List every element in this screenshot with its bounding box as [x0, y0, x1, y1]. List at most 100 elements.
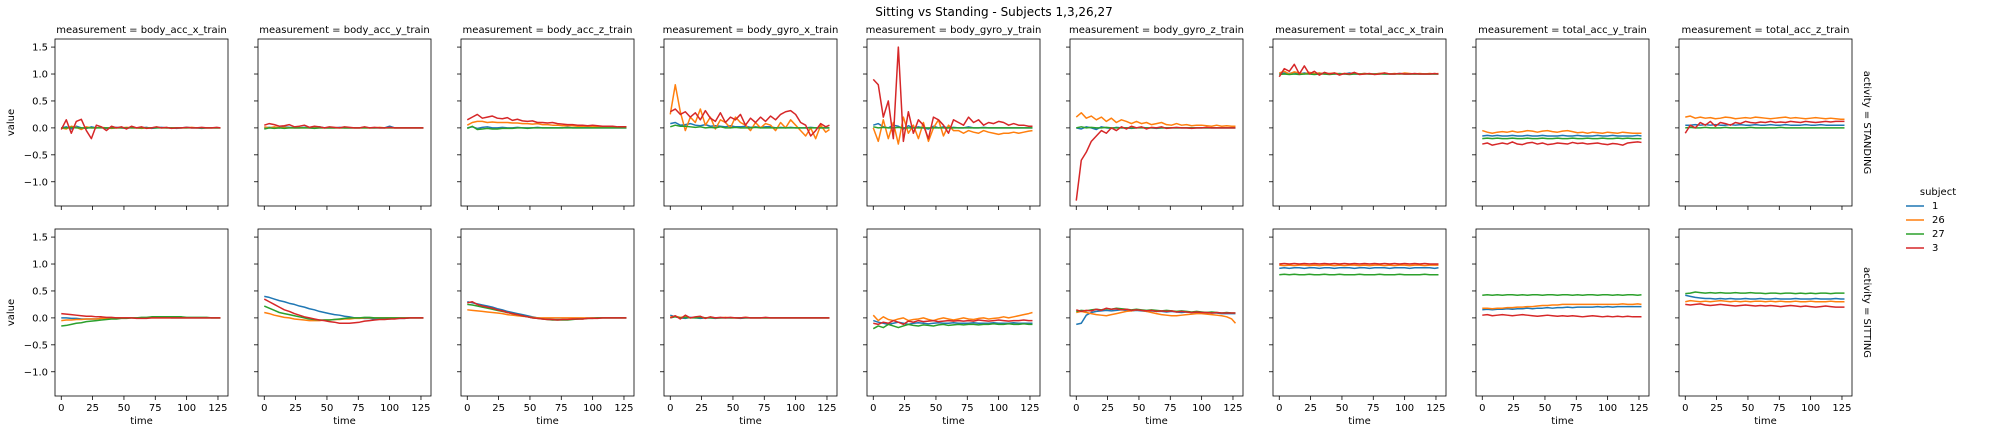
x-tick-label: 75 — [1164, 403, 1177, 414]
y-axis-label: value — [6, 109, 17, 136]
x-tick-label: 75 — [149, 403, 162, 414]
x-tick-label: 25 — [1507, 403, 1520, 414]
series-line-subject-3 — [60, 118, 221, 140]
panel-frame — [54, 228, 229, 397]
panel-frame — [1272, 38, 1447, 207]
x-tick-label: 75 — [758, 403, 771, 414]
series-line-subject-1 — [1685, 123, 1845, 126]
series-line-subject-26 — [1075, 112, 1236, 128]
facet-panel: −1.0 −0.5 0.0 0.5 1.0 1.5 value 0 25 50 75 100 125 ti… — [6, 228, 229, 427]
series-line-subject-26 — [1685, 115, 1845, 121]
series-line-subject-26 — [1685, 299, 1845, 303]
y-tick-label: 0.5 — [32, 286, 48, 297]
x-tick-label: 25 — [1101, 403, 1114, 414]
series-line-subject-1 — [1279, 267, 1439, 270]
legend-title: subject — [1920, 187, 1956, 198]
series-line-subject-3 — [467, 300, 627, 321]
series-line-subject-26 — [1482, 129, 1642, 135]
y-tick-label: 0.0 — [32, 313, 48, 324]
column-facet-label: measurement = total_acc_y_train — [1478, 25, 1647, 36]
series-line-subject-26 — [1482, 303, 1642, 310]
y-tick-label: 1.0 — [32, 260, 48, 271]
series-line-subject-27 — [873, 126, 1033, 129]
x-axis-label: time — [536, 416, 559, 427]
panel-frame — [460, 228, 635, 397]
y-tick-label: 0.0 — [32, 123, 48, 134]
x-tick-label: 100 — [177, 403, 196, 414]
x-tick-label: 125 — [1426, 403, 1445, 414]
panel-frame — [54, 38, 229, 207]
series-line-subject-3 — [669, 108, 830, 137]
row-facet-label: activity = STANDING — [1861, 71, 1872, 174]
x-axis-label: time — [333, 416, 356, 427]
column-facet-label: measurement = body_acc_z_train — [463, 25, 633, 36]
panel-frame — [1475, 38, 1650, 207]
series-line-subject-3 — [466, 113, 627, 128]
x-tick-label: 125 — [1629, 403, 1648, 414]
row-facet-label: activity = SITTING — [1861, 267, 1872, 358]
facet-panel: measurement = body_gyro_y_train — [863, 25, 1041, 210]
series-line-subject-3 — [1482, 313, 1642, 318]
x-tick-label: 75 — [1570, 403, 1583, 414]
series-line-subject-3 — [872, 46, 1033, 143]
series-line-subject-3 — [1075, 125, 1236, 201]
x-tick-label: 50 — [930, 403, 943, 414]
series-line-subject-27 — [670, 124, 830, 129]
series-line-subject-3 — [1685, 303, 1845, 308]
x-tick-label: 100 — [380, 403, 399, 414]
panel-frame — [1272, 228, 1447, 397]
facet-panel: measurement = body_acc_x_train −1.0 −0.5 0.… — [6, 25, 229, 210]
x-axis-label: time — [1551, 416, 1574, 427]
x-tick-label: 75 — [352, 403, 365, 414]
x-axis-label: time — [739, 416, 762, 427]
x-tick-label: 50 — [1133, 403, 1146, 414]
column-facet-label: measurement = total_acc_x_train — [1275, 25, 1444, 36]
facet-panel: activity = SITTING 0 25 50 75 100 125 time — [1675, 228, 1872, 427]
facet-panel: 0 25 50 75 100 125 time — [1269, 228, 1447, 427]
y-tick-label: 1.5 — [32, 233, 48, 244]
x-tick-label: 25 — [86, 403, 99, 414]
x-tick-label: 50 — [321, 403, 334, 414]
panel-frame — [1069, 38, 1244, 207]
x-tick-label: 100 — [786, 403, 805, 414]
x-tick-label: 50 — [118, 403, 131, 414]
x-tick-label: 50 — [1742, 403, 1755, 414]
x-tick-label: 125 — [1832, 403, 1851, 414]
x-tick-label: 25 — [289, 403, 302, 414]
series-line-subject-3 — [1684, 120, 1845, 134]
legend-entry-label: 3 — [1932, 243, 1938, 254]
series-line-subject-3 — [61, 312, 221, 320]
series-line-subject-27 — [1482, 293, 1642, 297]
x-tick-label: 125 — [208, 403, 227, 414]
y-tick-label: 1.0 — [32, 70, 48, 81]
series-line-subject-27 — [1685, 291, 1845, 295]
x-tick-label: 75 — [555, 403, 568, 414]
facet-panel: measurement = body_acc_z_train — [457, 25, 635, 210]
x-tick-label: 100 — [1598, 403, 1617, 414]
series-line-subject-27 — [466, 125, 627, 131]
series-line-subject-27 — [1279, 273, 1439, 276]
series-line-subject-3 — [669, 314, 830, 320]
x-tick-label: 0 — [261, 403, 267, 414]
x-tick-label: 125 — [614, 403, 633, 414]
facet-panel: measurement = total_acc_y_train — [1472, 25, 1650, 210]
series-line-subject-27 — [872, 323, 1033, 330]
x-tick-label: 75 — [1773, 403, 1786, 414]
panel-frame — [257, 38, 432, 207]
y-tick-label: −0.5 — [24, 340, 48, 351]
series-line-subject-1 — [1685, 294, 1845, 300]
panel-frame — [1069, 228, 1244, 397]
series-line-subject-26 — [872, 311, 1033, 322]
column-facet-label: measurement = body_gyro_x_train — [663, 25, 839, 36]
x-tick-label: 100 — [1801, 403, 1820, 414]
facet-panel: 0 25 50 75 100 125 time — [457, 228, 635, 427]
facet-panel: measurement = body_acc_y_train — [254, 25, 432, 210]
facet-panel: 0 25 50 75 100 125 time — [863, 228, 1041, 427]
panel-frame — [866, 228, 1041, 397]
series-line-subject-3 — [1482, 141, 1642, 146]
x-tick-label: 0 — [1276, 403, 1282, 414]
facet-panel: measurement = total_acc_x_train — [1269, 25, 1447, 210]
panel-frame — [663, 228, 838, 397]
x-tick-label: 125 — [817, 403, 836, 414]
